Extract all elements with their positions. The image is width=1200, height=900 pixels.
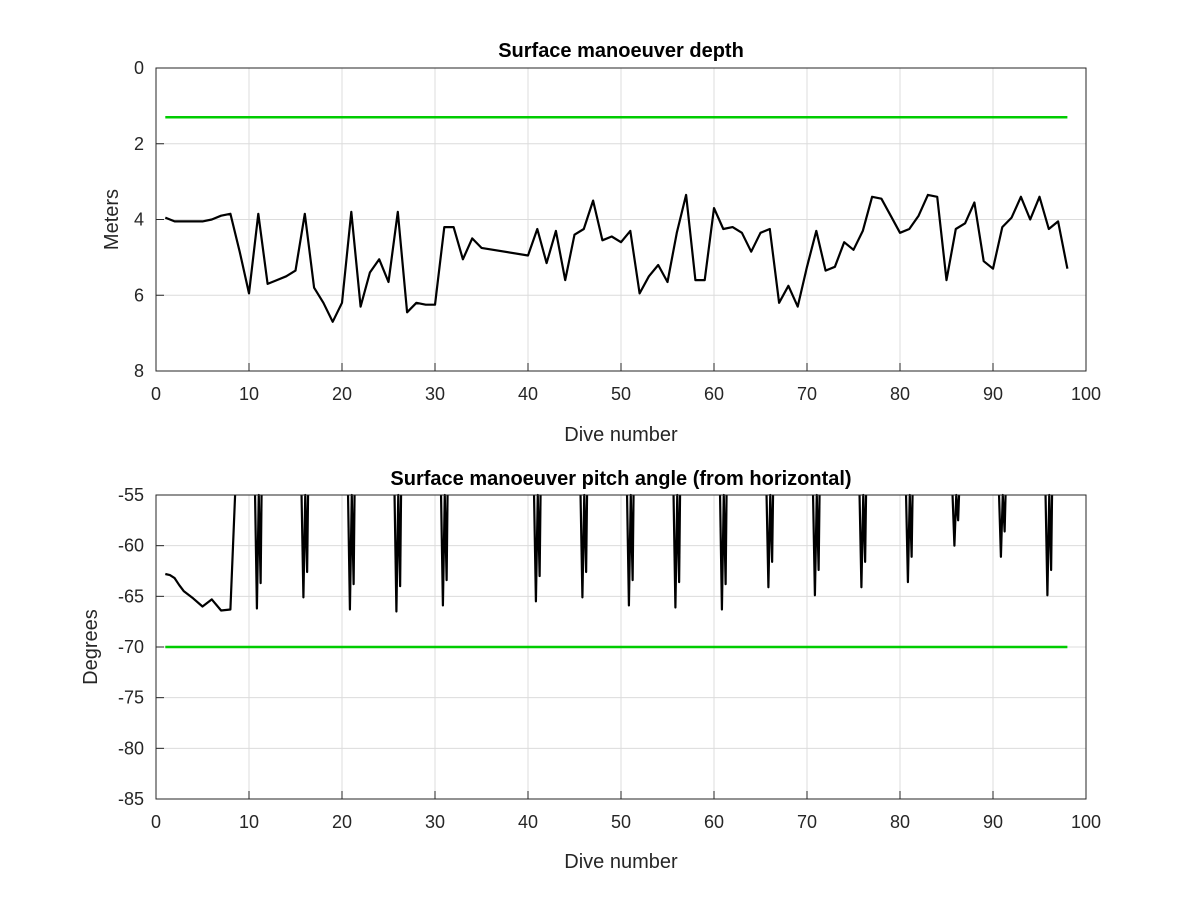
depth-y-tick-label: 8 xyxy=(134,361,144,381)
pitch-x-tick-label: 20 xyxy=(332,812,352,832)
depth-x-tick-label: 20 xyxy=(332,384,352,404)
pitch-x-tick-label: 80 xyxy=(890,812,910,832)
depth-y-ticks: 0 2 4 6 8 xyxy=(134,58,164,381)
pitch-chart-title: Surface manoeuver pitch angle (from hori… xyxy=(390,468,851,490)
pitch-x-ticks: 0 10 20 30 40 50 60 70 80 90 100 xyxy=(151,791,1101,832)
depth-x-ticks: 0 10 20 30 40 50 60 70 80 90 100 xyxy=(151,363,1101,404)
pitch-y-tick-label: -85 xyxy=(118,789,144,809)
pitch-x-axis-label: Dive number xyxy=(564,851,678,873)
pitch-y-tick-label: -65 xyxy=(118,586,144,606)
depth-chart-title: Surface manoeuver depth xyxy=(498,40,744,62)
depth-y-tick-label: 2 xyxy=(134,134,144,154)
depth-x-tick-label: 50 xyxy=(611,384,631,404)
pitch-data-line xyxy=(165,494,237,612)
pitch-x-tick-label: 0 xyxy=(151,812,161,832)
pitch-x-tick-label: 40 xyxy=(518,812,538,832)
pitch-x-tick-label: 30 xyxy=(425,812,445,832)
pitch-x-tick-label: 50 xyxy=(611,812,631,832)
pitch-y-tick-label: -75 xyxy=(118,688,144,708)
pitch-x-tick-label: 90 xyxy=(983,812,1003,832)
pitch-y-tick-label: -80 xyxy=(118,738,144,758)
pitch-x-tick-label: 100 xyxy=(1071,812,1101,832)
pitch-y-tick-label: -70 xyxy=(118,637,144,657)
depth-chart: 0 10 20 30 40 50 60 70 80 90 100 0 2 4 6 8 Surface man… xyxy=(101,40,1101,446)
pitch-x-tick-label: 10 xyxy=(239,812,259,832)
depth-x-axis-label: Dive number xyxy=(564,424,678,446)
depth-x-tick-label: 100 xyxy=(1071,384,1101,404)
depth-x-tick-label: 10 xyxy=(239,384,259,404)
pitch-y-ticks: -55 -60 -65 -70 -75 -80 -85 xyxy=(118,485,164,809)
pitch-y-axis-label: Degrees xyxy=(80,609,102,685)
pitch-y-tick-label: -55 xyxy=(118,485,144,505)
depth-y-tick-label: 4 xyxy=(134,210,144,230)
depth-x-tick-label: 90 xyxy=(983,384,1003,404)
pitch-chart: 0 10 20 30 40 50 60 70 80 90 100 -55 -60 -65 -70 -75 -8… xyxy=(80,468,1101,873)
depth-x-tick-label: 60 xyxy=(704,384,724,404)
depth-x-tick-label: 40 xyxy=(518,384,538,404)
depth-x-tick-label: 0 xyxy=(151,384,161,404)
pitch-x-tick-label: 70 xyxy=(797,812,817,832)
pitch-y-tick-label: -60 xyxy=(118,536,144,556)
depth-series xyxy=(164,115,1069,323)
depth-y-tick-label: 6 xyxy=(134,285,144,305)
depth-x-tick-label: 70 xyxy=(797,384,817,404)
depth-x-tick-label: 30 xyxy=(425,384,445,404)
depth-x-tick-label: 80 xyxy=(890,384,910,404)
pitch-x-tick-label: 60 xyxy=(704,812,724,832)
depth-y-tick-label: 0 xyxy=(134,58,144,78)
depth-y-axis-label: Meters xyxy=(101,189,123,250)
depth-data-line xyxy=(164,193,1069,323)
